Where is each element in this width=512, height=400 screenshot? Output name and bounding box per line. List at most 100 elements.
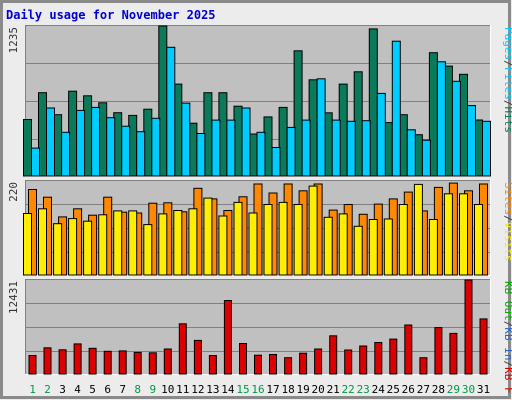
legend-entry: / [502,321,512,328]
bar [196,133,206,177]
bar [374,342,383,375]
bar [76,109,86,177]
day-label: 15 [236,383,249,396]
bar [118,350,127,375]
bar [286,126,296,177]
legend-kb-transfer: KB Out/KB In/KB F [502,281,512,394]
bar [103,350,112,375]
bar [53,223,63,276]
bar [233,201,243,276]
day-label: 1 [29,383,36,396]
bar [398,204,408,276]
legend-entry: KB F [502,367,512,394]
bar [271,147,281,177]
bar [203,197,213,276]
bar [181,102,191,177]
bar [428,219,438,276]
bar [31,147,40,177]
bar [376,92,386,177]
bar [83,220,93,276]
bar [113,210,123,276]
bar [314,348,323,375]
panel-sites-visits: 220 Sites/Visits [7,180,512,276]
day-labels: 1 2 3 4 5 6 7 8 9 10 11 12 13 14 15 16 17 18 19 20 21 22 23 24 2… [29,383,490,396]
series-sites [28,182,488,276]
bar [389,338,398,375]
bar [163,348,172,375]
bar [383,218,393,276]
day-label: 13 [206,383,219,396]
day-label: 28 [432,383,445,396]
bar [467,105,476,177]
bar [23,213,32,276]
day-label: 27 [417,383,430,396]
bar [91,106,101,177]
day-label: 30 [462,383,475,396]
bar [443,193,453,276]
day-label: 23 [357,383,370,396]
day-label: 16 [251,383,264,396]
legend-entry: Hits [502,107,512,134]
day-label: 11 [176,383,189,396]
bar [299,352,308,375]
bar [391,40,401,177]
bar [434,327,443,375]
day-label: 14 [221,383,235,396]
legend-entry: / [502,361,512,368]
bar [449,332,458,375]
bar [173,210,183,276]
y-max-label: 12431 [7,281,20,314]
legend-hits-files-pages: Pages/Files/Hits [502,27,512,133]
bar [464,279,473,375]
bar [406,129,416,177]
day-label: 4 [74,383,81,396]
bar [482,120,491,177]
bar [293,50,303,177]
day-label: 24 [372,383,386,396]
series-files [31,40,491,177]
bar [241,107,251,177]
bar [361,120,371,177]
legend-entry: / [502,100,512,107]
legend-entry: Sites [502,182,512,215]
bar [226,119,236,177]
bar [98,214,108,276]
day-label: 12 [191,383,204,396]
bar [61,131,71,177]
bar [346,120,356,177]
bar [284,357,293,375]
bar [248,212,258,276]
day-label: 26 [402,383,415,396]
bar [208,355,217,375]
bar [404,324,413,375]
bar [301,119,311,177]
bar [451,80,461,177]
bar [316,78,326,177]
bar [344,349,353,375]
bar [188,208,198,276]
bar [413,183,423,276]
bar [121,125,131,177]
day-label: 29 [447,383,460,396]
legend-entry: / [502,215,512,222]
bar [329,335,338,375]
bar [68,218,78,276]
day-label: 22 [342,383,355,396]
chart-title: Daily usage for November 2025 [6,8,216,22]
legend-entry: Files [502,67,512,100]
day-label: 8 [134,383,141,396]
day-label: 6 [104,383,111,396]
bar [368,219,378,276]
bar [338,213,348,276]
bar [88,347,97,375]
bar [46,107,55,177]
bar [254,354,262,375]
bar [459,193,468,276]
bar [278,201,288,276]
day-label: 18 [281,383,294,396]
bar [38,208,47,276]
bar [148,352,157,375]
